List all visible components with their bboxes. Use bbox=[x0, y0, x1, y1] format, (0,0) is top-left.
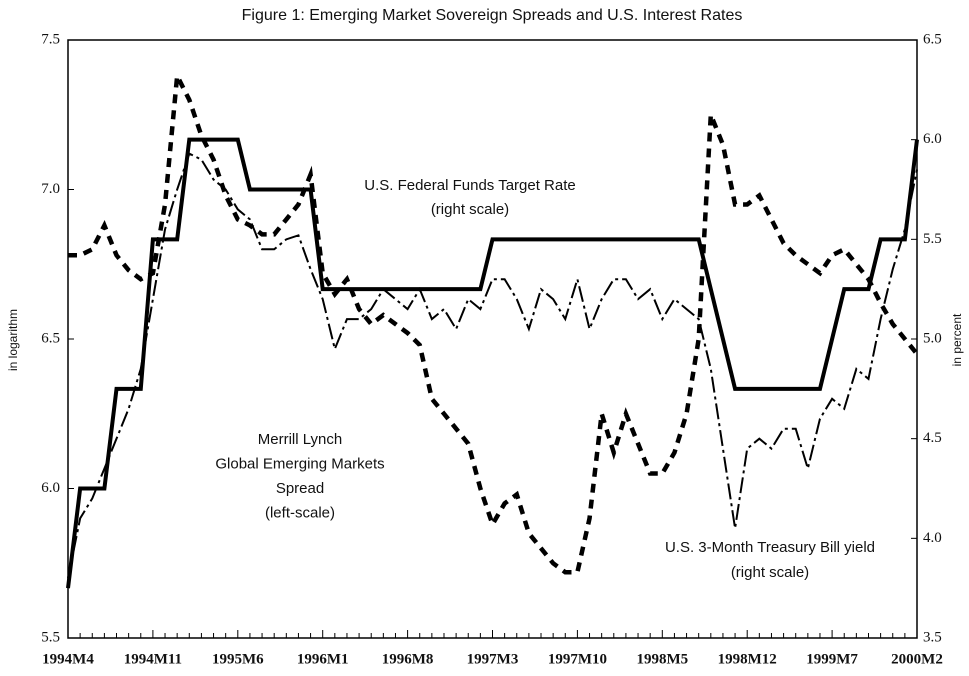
y-tick-label: 6.5 bbox=[41, 330, 60, 346]
y2-tick-label: 3.5 bbox=[923, 629, 942, 645]
x-tick-label: 1999M7 bbox=[806, 651, 858, 667]
x-tick-label: 1998M12 bbox=[718, 651, 777, 667]
y2-tick-label: 5.0 bbox=[923, 330, 942, 346]
annotation: (left-scale) bbox=[265, 504, 335, 521]
y2-tick-label: 5.5 bbox=[923, 231, 942, 247]
annotation: Spread bbox=[276, 480, 324, 497]
annotation: U.S. 3-Month Treasury Bill yield bbox=[665, 539, 875, 556]
y-tick-label: 5.5 bbox=[41, 629, 60, 645]
y-tick-label: 6.0 bbox=[41, 480, 60, 496]
series-line bbox=[66, 137, 919, 589]
series-line bbox=[68, 67, 919, 575]
y2-tick-label: 6.0 bbox=[923, 131, 942, 147]
x-tick-label: 1994M4 bbox=[42, 651, 94, 667]
x-tick-label: 2000M2 bbox=[891, 651, 943, 667]
annotation: U.S. Federal Funds Target Rate bbox=[364, 177, 576, 194]
x-tick-label: 1997M3 bbox=[467, 651, 519, 667]
annotation: (right scale) bbox=[431, 201, 509, 218]
y-tick-label: 7.5 bbox=[41, 31, 60, 47]
x-tick-label: 1996M1 bbox=[297, 651, 349, 667]
x-tick-label: 1997M10 bbox=[548, 651, 607, 667]
y2-tick-label: 4.0 bbox=[923, 530, 942, 546]
annotation: Merrill Lynch bbox=[258, 431, 342, 448]
y2-tick-label: 4.5 bbox=[923, 430, 942, 446]
y2-tick-label: 6.5 bbox=[923, 31, 942, 47]
annotation: (right scale) bbox=[731, 564, 809, 581]
chart-title: Figure 1: Emerging Market Sovereign Spre… bbox=[242, 7, 743, 24]
y2-axis-label: in percent bbox=[950, 313, 964, 366]
x-tick-label: 1995M6 bbox=[212, 651, 264, 667]
y-tick-label: 7.0 bbox=[41, 181, 60, 197]
x-tick-label: 1996M8 bbox=[382, 651, 434, 667]
annotation: Global Emerging Markets bbox=[215, 455, 384, 472]
x-tick-label: 1998M5 bbox=[636, 651, 688, 667]
series-line bbox=[67, 152, 918, 579]
x-tick-label: 1994M11 bbox=[124, 651, 182, 667]
y-axis-label: in logarithm bbox=[6, 309, 20, 371]
